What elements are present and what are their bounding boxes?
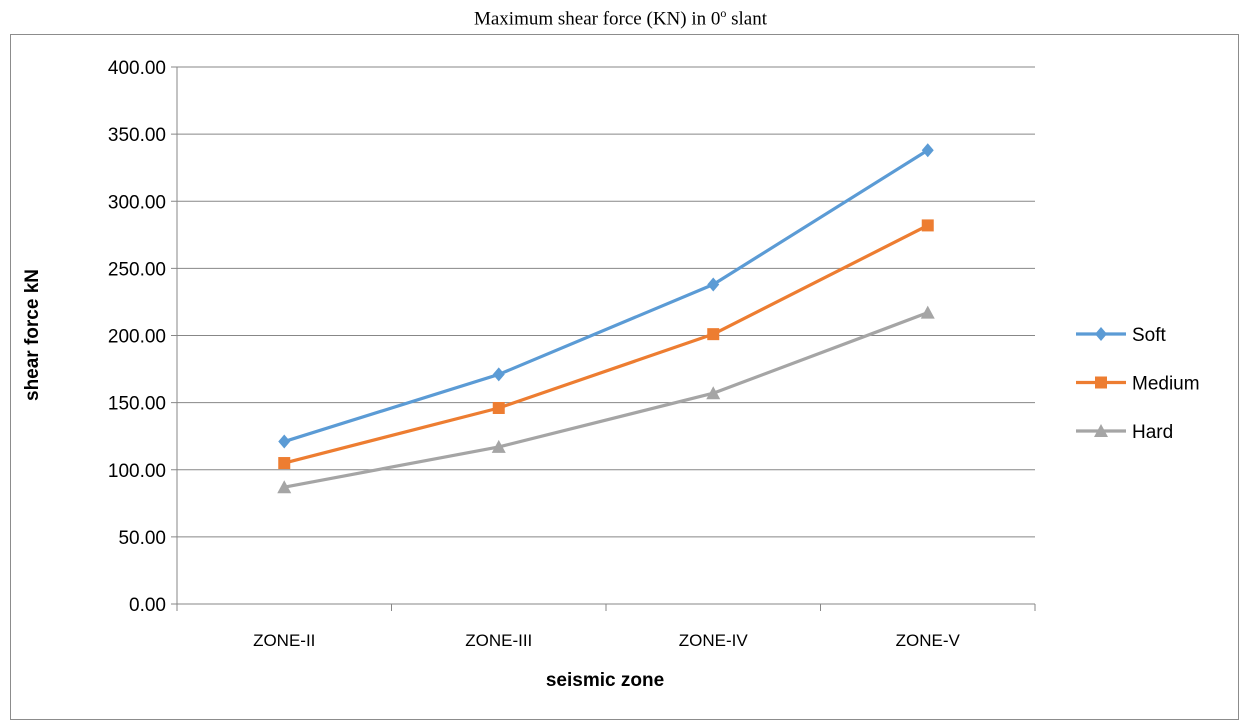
legend-label: Soft: [1132, 325, 1167, 346]
axes: [171, 66, 1036, 611]
y-tick-label: 400.00: [108, 58, 166, 79]
y-axis-title: shear force kN: [22, 269, 43, 401]
legend-marker: [1095, 327, 1107, 341]
chart-title-main: Maximum shear force (KN) in 0: [473, 8, 721, 30]
x-axis-title: seismic zone: [546, 670, 664, 691]
legend: Soft Medium Hard: [1076, 325, 1200, 443]
chart-title-end: slant: [726, 8, 768, 30]
hard-point: [920, 305, 935, 319]
hard-line: [283, 311, 929, 489]
y-tick-label: 0.00: [129, 595, 166, 616]
gridlines: [177, 66, 1035, 538]
series-hard: [277, 305, 935, 494]
soft-line: [283, 148, 929, 444]
x-tick-label: ZONE-III: [465, 631, 532, 650]
soft-point: [707, 277, 720, 292]
hard-point: [491, 439, 506, 453]
series-medium: [278, 219, 934, 470]
series-lines: [277, 143, 935, 494]
x-tick-label: ZONE-II: [253, 631, 315, 650]
series-soft: [278, 143, 934, 449]
tick-labels: 0.00 50.00 100.00 150.00 200.00 250.00 300.00 3…: [108, 58, 961, 650]
y-tick-label: 100.00: [108, 461, 166, 482]
legend-label: Hard: [1132, 422, 1173, 443]
medium-point: [492, 401, 505, 414]
x-tick-label: ZONE-V: [896, 631, 961, 650]
medium-line: [283, 223, 929, 465]
soft-point: [278, 434, 291, 449]
legend-item-soft: Soft: [1076, 325, 1167, 346]
chart-frame: [10, 34, 1239, 720]
medium-point: [707, 328, 720, 341]
x-tick-label: ZONE-IV: [679, 631, 749, 650]
y-tick-label: 200.00: [108, 327, 166, 348]
medium-point: [278, 457, 291, 470]
y-tick-label: 150.00: [108, 394, 166, 415]
legend-marker: [1094, 424, 1108, 437]
y-tick-label: 250.00: [108, 259, 166, 280]
soft-point: [492, 367, 505, 382]
soft-point: [921, 143, 934, 158]
chart-title-degree: o: [720, 6, 727, 20]
legend-marker: [1095, 376, 1107, 389]
legend-item-hard: Hard: [1076, 422, 1173, 443]
hard-point: [706, 386, 721, 400]
y-tick-label: 300.00: [108, 192, 166, 213]
legend-label: Medium: [1132, 374, 1200, 395]
legend-item-medium: Medium: [1076, 374, 1200, 395]
y-tick-label: 350.00: [108, 125, 166, 146]
hard-point: [277, 480, 292, 494]
y-tick-label: 50.00: [118, 528, 166, 549]
medium-point: [921, 219, 934, 232]
chart-title: Maximum shear force (KN) in 0o slant: [0, 6, 1241, 30]
